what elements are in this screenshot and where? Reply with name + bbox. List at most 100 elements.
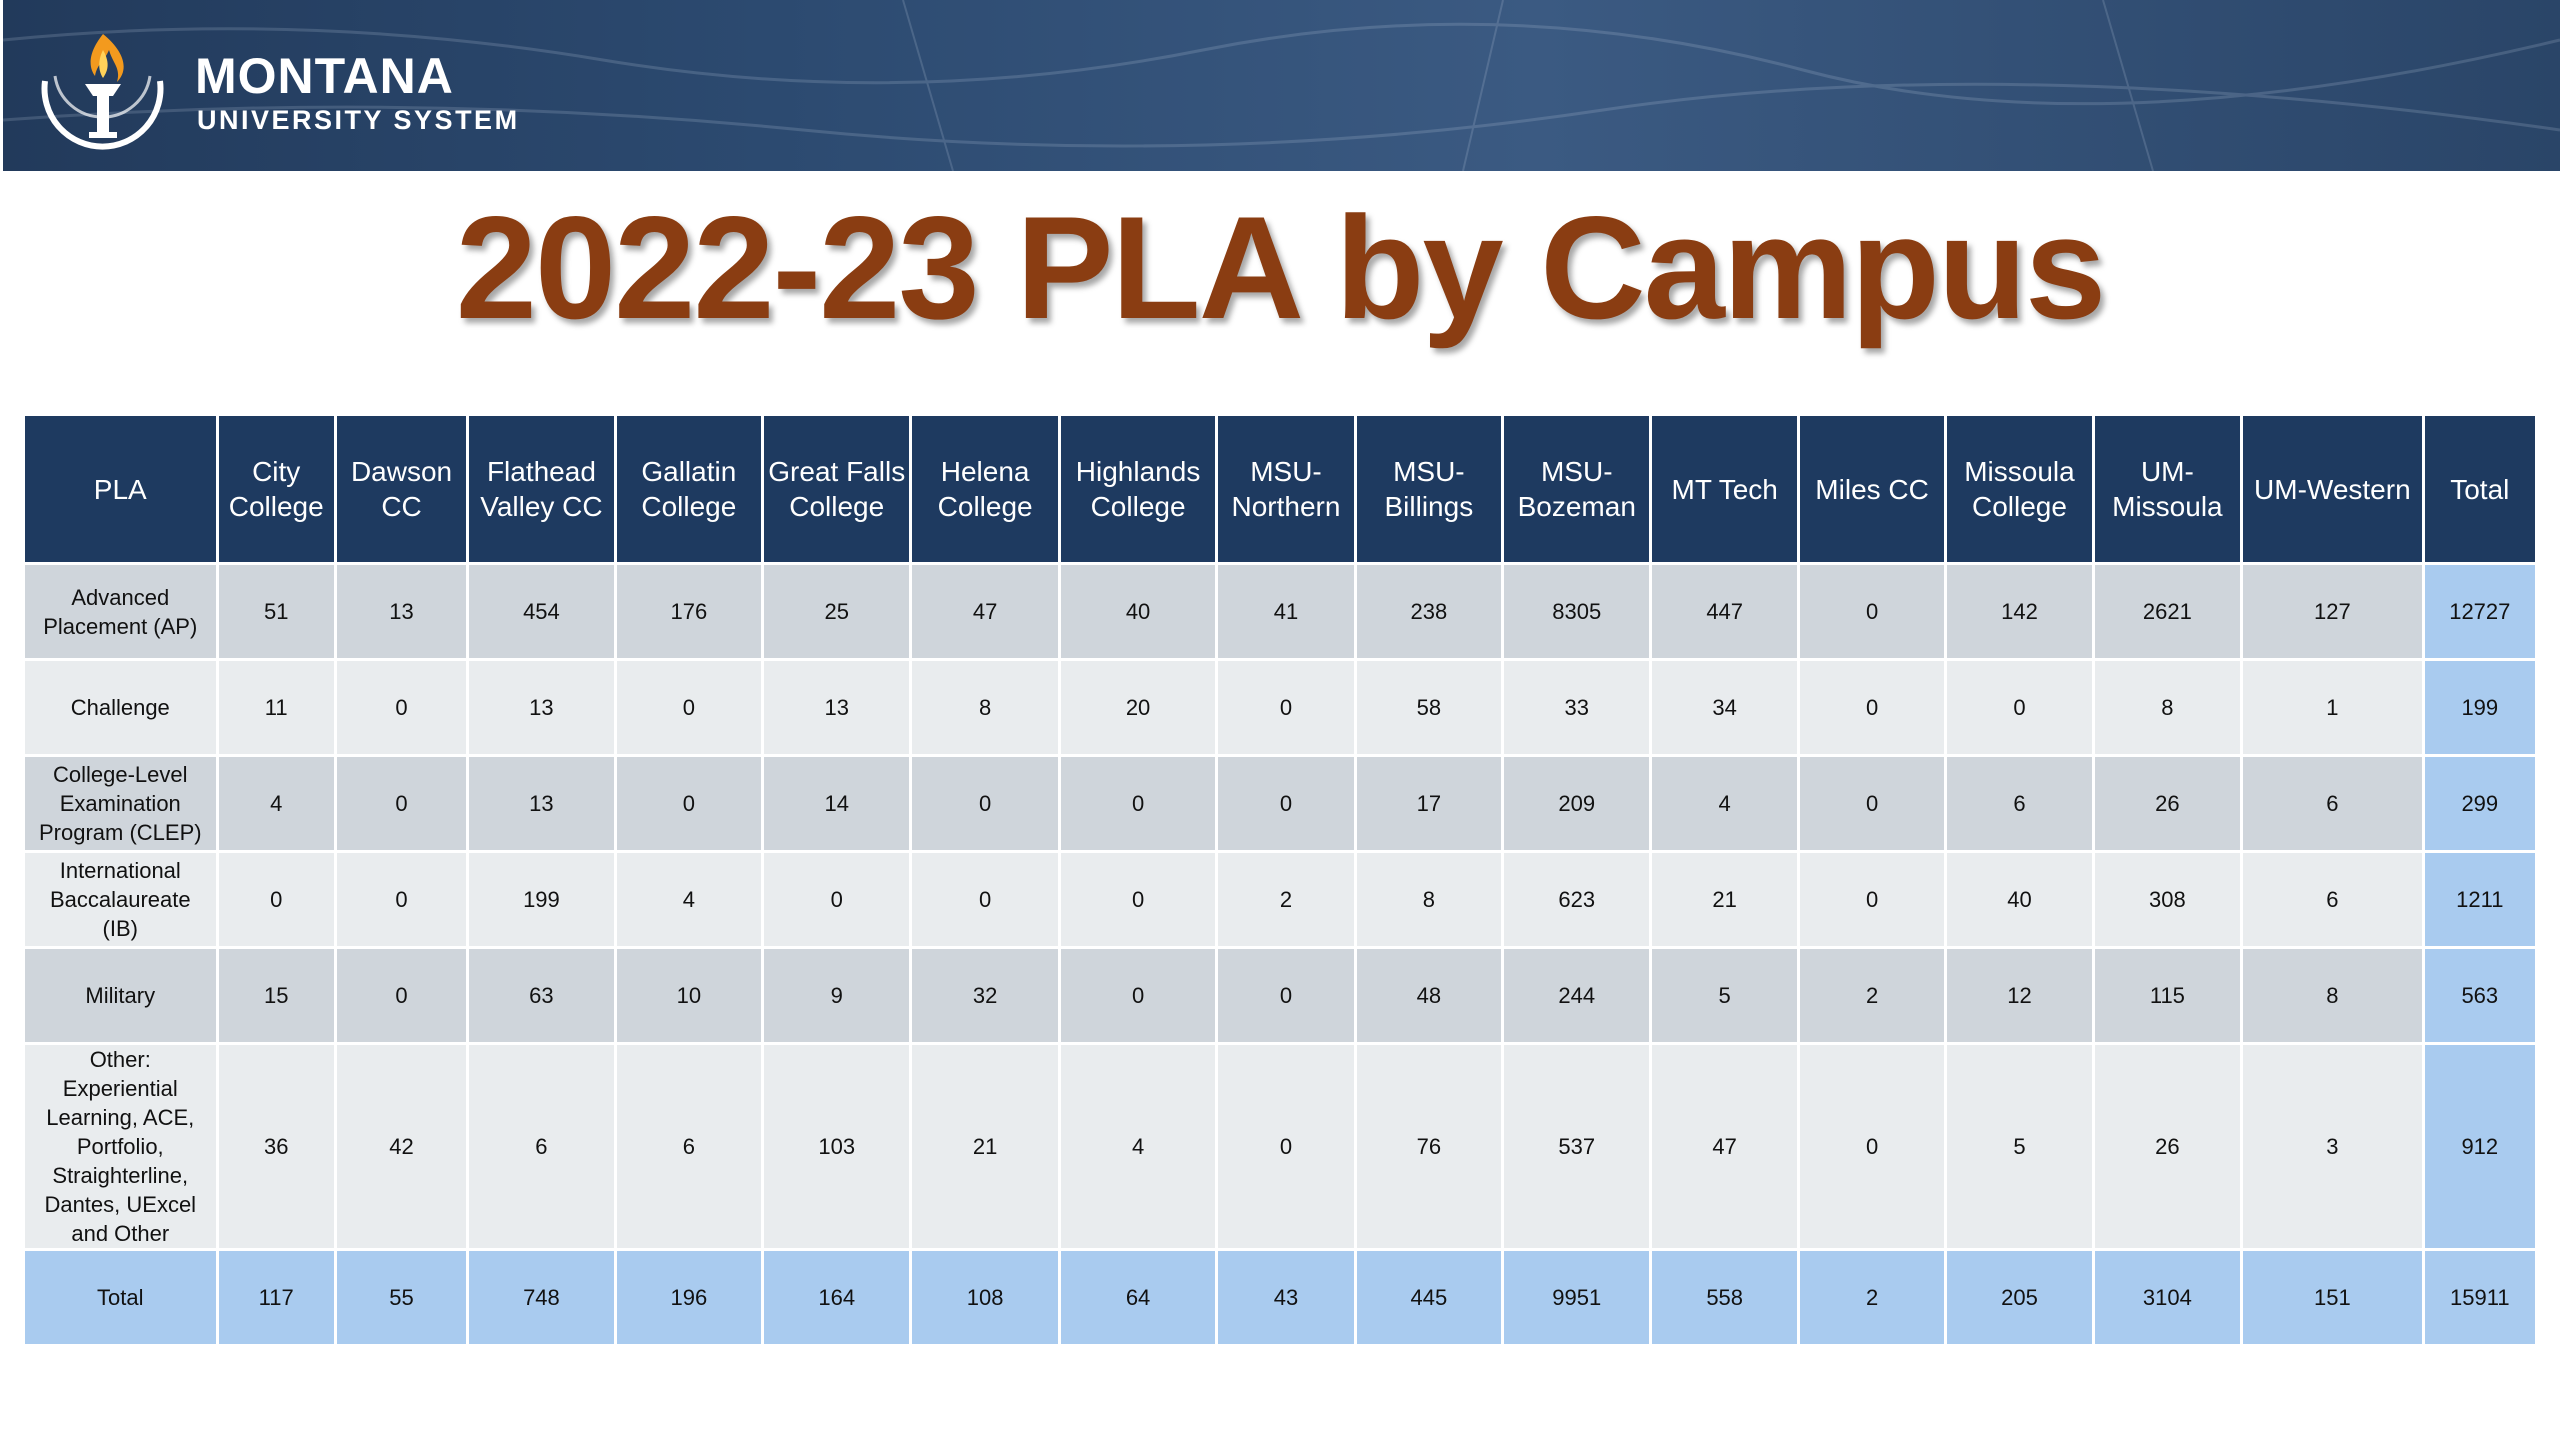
table-cell: 244 (1501, 946, 1653, 1045)
table-cell: 6 (2240, 754, 2425, 853)
column-header: UM-Western (2240, 413, 2425, 565)
table-cell: 8305 (1501, 562, 1653, 661)
table-cell: 34 (1649, 658, 1800, 757)
table-cell: 64 (1057, 1248, 1219, 1347)
table-cell: 76 (1353, 1042, 1505, 1251)
table-row: Advanced Placement (AP) 51 13 454 176 25 47 40 4… (22, 562, 2539, 661)
table-cell: 454 (466, 562, 617, 661)
row-label: Challenge (22, 658, 219, 757)
table-cell: 41 (1215, 562, 1357, 661)
table-cell: 0 (333, 850, 470, 949)
table-cell: 5 (1944, 1042, 2095, 1251)
map-background-graphic (3, 0, 2560, 171)
table-header-row: PLA City College Dawson CC Flathead Vall… (22, 413, 2539, 565)
table-cell: 8 (2240, 946, 2425, 1045)
table-cell: 0 (1215, 658, 1357, 757)
table-cell: 21 (1649, 850, 1800, 949)
column-header: Great Falls College (761, 413, 913, 565)
table-cell: 2 (1796, 946, 1948, 1045)
torch-icon (41, 34, 164, 150)
table-cell: 196 (613, 1248, 765, 1347)
table-cell: 5 (1649, 946, 1800, 1045)
table-cell: 2 (1796, 1248, 1948, 1347)
column-header: MSU- Northern (1215, 413, 1357, 565)
table-cell: 0 (909, 850, 1061, 949)
table-cell: 25 (761, 562, 913, 661)
table-cell: 32 (909, 946, 1061, 1045)
table-cell: 103 (761, 1042, 913, 1251)
row-label: Other: Experiential Learning, ACE, Portf… (22, 1042, 219, 1251)
column-header: Total (2421, 413, 2539, 565)
brand-subname: UNIVERSITY SYSTEM (197, 105, 520, 135)
table-cell: 4 (215, 754, 337, 853)
table-cell: 12 (1944, 946, 2095, 1045)
table-cell: 0 (1215, 946, 1357, 1045)
brand-name: MONTANA (195, 48, 454, 104)
table-cell: 0 (1057, 850, 1219, 949)
table-cell: 13 (333, 562, 470, 661)
table-cell: 8 (2091, 658, 2244, 757)
table-cell: 2621 (2091, 562, 2244, 661)
table-cell: 445 (1353, 1248, 1505, 1347)
table-cell: 40 (1944, 850, 2095, 949)
table-cell: 48 (1353, 946, 1505, 1045)
table-cell: 47 (1649, 1042, 1800, 1251)
table-cell: 8 (1353, 850, 1505, 949)
table-cell: 0 (215, 850, 337, 949)
table-cell: 0 (1944, 658, 2095, 757)
table-cell: 20 (1057, 658, 1219, 757)
table-cell: 117 (215, 1248, 337, 1347)
table-cell: 0 (613, 658, 765, 757)
table-cell: 58 (1353, 658, 1505, 757)
column-header: Gallatin College (613, 413, 765, 565)
table-cell: 0 (1057, 754, 1219, 853)
table-row: Other: Experiential Learning, ACE, Portf… (22, 1042, 2539, 1251)
table-cell: 13 (466, 658, 617, 757)
row-label: Total (22, 1248, 219, 1347)
table-cell: 10 (613, 946, 765, 1045)
table-cell: 2 (1215, 850, 1357, 949)
row-label: International Baccalaureate (IB) (22, 850, 219, 949)
column-header: Flathead Valley CC (466, 413, 617, 565)
row-total-cell: 199 (2421, 658, 2539, 757)
table-cell: 4 (613, 850, 765, 949)
header-banner: MONTANA UNIVERSITY SYSTEM (3, 0, 2560, 171)
table-cell: 558 (1649, 1248, 1800, 1347)
table-cell: 0 (1796, 850, 1948, 949)
table-cell: 63 (466, 946, 617, 1045)
table-cell: 108 (909, 1248, 1061, 1347)
table-cell: 199 (466, 850, 617, 949)
table-cell: 0 (1796, 658, 1948, 757)
row-total-cell: 912 (2421, 1042, 2539, 1251)
column-header: UM- Missoula (2091, 413, 2244, 565)
table-cell: 0 (1057, 946, 1219, 1045)
table-cell: 0 (761, 850, 913, 949)
table-cell: 0 (613, 754, 765, 853)
row-total-cell: 299 (2421, 754, 2539, 853)
table-row: Military 15 0 63 10 9 32 0 0 48 244 5 2 12 115 8 563 (22, 946, 2539, 1045)
column-header: Miles CC (1796, 413, 1948, 565)
table-cell: 42 (333, 1042, 470, 1251)
table-cell: 51 (215, 562, 337, 661)
table-cell: 238 (1353, 562, 1505, 661)
table-cell: 209 (1501, 754, 1653, 853)
table-cell: 17 (1353, 754, 1505, 853)
column-header: City College (215, 413, 337, 565)
table-cell: 205 (1944, 1248, 2095, 1347)
table-cell: 308 (2091, 850, 2244, 949)
table-cell: 3104 (2091, 1248, 2244, 1347)
row-total-cell: 1211 (2421, 850, 2539, 949)
row-label: Advanced Placement (AP) (22, 562, 219, 661)
table-cell: 21 (909, 1042, 1061, 1251)
column-header: MSU- Billings (1353, 413, 1505, 565)
table-row: Total 117 55 748 196 164 108 64 43 445 9951 558 2 205… (22, 1248, 2539, 1347)
column-header: Missoula College (1944, 413, 2095, 565)
table-cell: 176 (613, 562, 765, 661)
table-cell: 115 (2091, 946, 2244, 1045)
table-cell: 3 (2240, 1042, 2425, 1251)
table-cell: 36 (215, 1042, 337, 1251)
table-cell: 47 (909, 562, 1061, 661)
table-cell: 6 (466, 1042, 617, 1251)
table-cell: 0 (1215, 1042, 1357, 1251)
table-cell: 4 (1057, 1042, 1219, 1251)
